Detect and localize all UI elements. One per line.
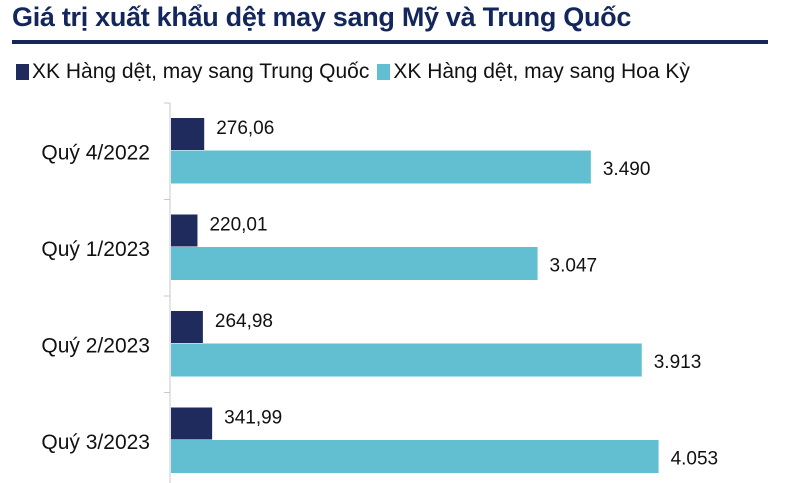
- category-label: Quý 1/2023: [41, 238, 150, 261]
- legend-label-usa: XK Hàng dệt, may sang Hoa Kỳ: [393, 60, 690, 83]
- data-label-china: 276,06: [216, 118, 274, 139]
- legend-item-china: XK Hàng dệt, may sang Trung Quốc: [16, 60, 369, 84]
- category-label: Quý 2/2023: [41, 334, 150, 357]
- legend: XK Hàng dệt, may sang Trung Quốc XK Hàng…: [16, 60, 698, 84]
- data-label-china: 341,99: [224, 408, 282, 429]
- data-label-china: 220,01: [209, 215, 267, 236]
- bar-china: [171, 214, 198, 247]
- legend-label-china: XK Hàng dệt, may sang Trung Quốc: [32, 60, 370, 83]
- category-label: Quý 3/2023: [41, 431, 150, 454]
- bar-usa: [171, 247, 538, 280]
- data-label-usa: 3.047: [550, 256, 598, 277]
- data-label-china: 264,98: [215, 311, 273, 332]
- legend-swatch-china: [16, 64, 29, 80]
- bar-usa: [171, 440, 659, 473]
- bar-usa: [171, 343, 642, 377]
- bar-china: [171, 311, 203, 343]
- data-label-usa: 3.490: [603, 159, 651, 180]
- chart-title: Giá trị xuất khẩu dệt may sang Mỹ và Tru…: [12, 2, 632, 32]
- data-label-usa: 3.913: [654, 352, 702, 373]
- legend-swatch-usa: [377, 64, 391, 80]
- category-label: Quý 4/2022: [41, 141, 150, 164]
- data-label-usa: 4.053: [671, 449, 719, 470]
- bar-china: [171, 118, 205, 150]
- bar-usa: [171, 150, 591, 184]
- legend-item-usa: XK Hàng dệt, may sang Hoa Kỳ: [377, 60, 690, 84]
- bar-china: [171, 407, 213, 440]
- title-underline: [12, 40, 768, 44]
